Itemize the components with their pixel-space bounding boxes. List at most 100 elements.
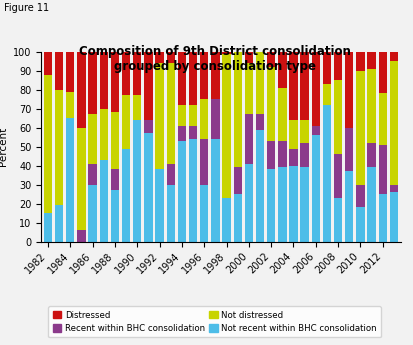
Bar <box>233 52 242 167</box>
Bar <box>166 52 175 63</box>
Bar <box>222 198 231 241</box>
Bar <box>390 61 398 185</box>
Bar <box>222 53 231 198</box>
Bar <box>278 167 287 241</box>
Bar <box>88 52 97 114</box>
Bar <box>267 52 275 67</box>
Bar <box>144 120 153 133</box>
Bar <box>379 194 387 241</box>
Bar <box>66 118 74 242</box>
Bar <box>166 164 175 185</box>
Bar <box>289 120 298 148</box>
Bar <box>323 52 331 84</box>
Bar <box>66 91 74 118</box>
Bar <box>133 120 141 242</box>
Bar <box>66 52 74 91</box>
Bar <box>345 52 354 128</box>
Bar <box>189 105 197 126</box>
Text: Figure 11: Figure 11 <box>4 3 49 13</box>
Bar <box>244 52 253 63</box>
Bar <box>189 52 197 105</box>
Bar <box>368 52 376 69</box>
Bar <box>144 133 153 242</box>
Bar <box>379 52 387 93</box>
Bar <box>200 99 209 139</box>
Bar <box>211 99 220 139</box>
Bar <box>111 169 119 190</box>
Bar <box>323 105 331 241</box>
Bar <box>44 52 52 75</box>
Bar <box>122 52 130 95</box>
Bar <box>144 52 153 120</box>
Bar <box>356 207 365 242</box>
Legend: Distressed, Recent within BHC consolidation, Not distressed, Not recent within B: Distressed, Recent within BHC consolidat… <box>48 306 381 337</box>
Bar <box>111 190 119 242</box>
Bar <box>222 52 231 53</box>
Bar <box>189 126 197 139</box>
Bar <box>256 52 264 114</box>
Bar <box>178 105 186 126</box>
Bar <box>122 148 130 242</box>
Bar <box>256 129 264 242</box>
Bar <box>267 141 275 169</box>
Bar <box>334 154 342 198</box>
Y-axis label: Percent: Percent <box>0 127 8 166</box>
Bar <box>44 213 52 242</box>
Bar <box>301 167 309 241</box>
Bar <box>55 90 63 205</box>
Bar <box>334 198 342 241</box>
Bar <box>88 185 97 242</box>
Bar <box>88 114 97 164</box>
Bar <box>267 67 275 141</box>
Bar <box>100 109 108 160</box>
Bar <box>111 52 119 112</box>
Bar <box>178 126 186 141</box>
Bar <box>390 192 398 242</box>
Text: Composition of 9th District consolidation
grouped by consolidation type: Composition of 9th District consolidatio… <box>79 45 351 73</box>
Bar <box>278 52 287 88</box>
Bar <box>77 52 85 128</box>
Bar <box>55 52 63 90</box>
Bar <box>278 141 287 167</box>
Bar <box>301 120 309 143</box>
Bar <box>178 141 186 242</box>
Bar <box>390 185 398 192</box>
Bar <box>267 169 275 242</box>
Bar <box>189 139 197 241</box>
Bar <box>100 52 108 109</box>
Bar <box>334 80 342 154</box>
Bar <box>233 194 242 241</box>
Bar <box>334 52 342 80</box>
Bar <box>356 52 365 71</box>
Bar <box>379 145 387 194</box>
Bar <box>155 52 164 63</box>
Bar <box>301 143 309 167</box>
Bar <box>356 185 365 207</box>
Bar <box>211 139 220 241</box>
Bar <box>368 69 376 143</box>
Bar <box>111 112 119 169</box>
Bar <box>200 185 209 242</box>
Bar <box>278 88 287 141</box>
Bar <box>301 52 309 120</box>
Bar <box>244 114 253 164</box>
Bar <box>345 128 354 171</box>
Bar <box>77 128 85 230</box>
Bar <box>155 63 164 169</box>
Bar <box>55 205 63 241</box>
Bar <box>88 164 97 185</box>
Bar <box>166 185 175 242</box>
Bar <box>289 148 298 166</box>
Bar <box>256 114 264 129</box>
Bar <box>289 52 298 120</box>
Bar <box>133 52 141 95</box>
Bar <box>379 93 387 145</box>
Bar <box>211 52 220 99</box>
Bar <box>244 164 253 242</box>
Bar <box>133 95 141 120</box>
Bar <box>289 166 298 242</box>
Bar <box>155 169 164 242</box>
Bar <box>312 135 320 242</box>
Bar <box>312 52 320 126</box>
Bar <box>44 75 52 213</box>
